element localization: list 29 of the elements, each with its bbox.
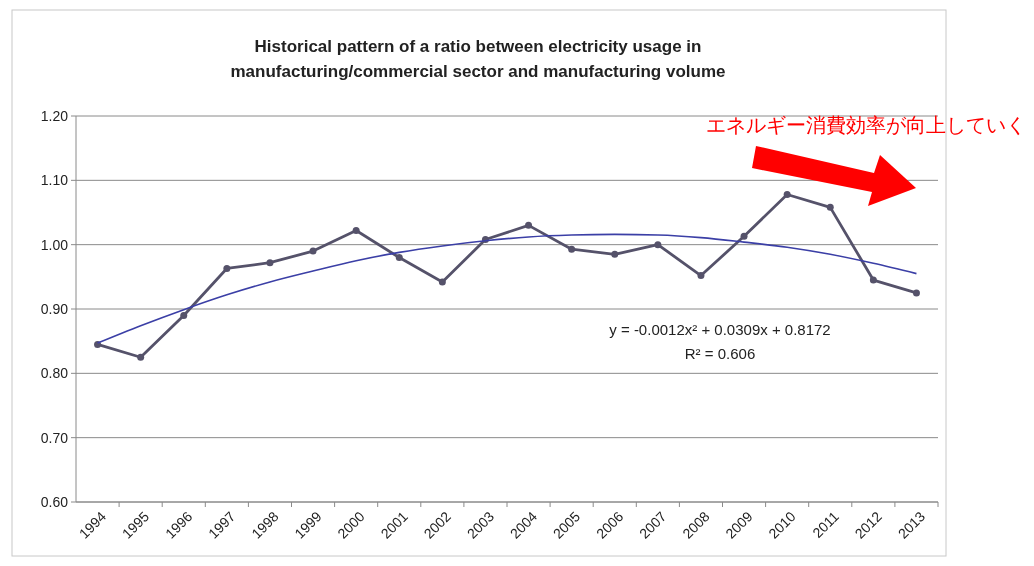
point bbox=[740, 232, 748, 240]
point bbox=[654, 241, 662, 249]
y-tick-label: 0.90 bbox=[40, 300, 69, 317]
point bbox=[352, 227, 360, 235]
point bbox=[568, 245, 576, 253]
point bbox=[912, 289, 920, 297]
point bbox=[611, 250, 619, 258]
point bbox=[395, 254, 403, 262]
y-tick-label: 0.70 bbox=[40, 429, 69, 446]
point bbox=[137, 353, 145, 361]
point bbox=[869, 276, 877, 284]
chart-title: Historical pattern of a ratio between electricity usage in manufacturing/commercial sector and manufacturing volume bbox=[230, 37, 726, 81]
point bbox=[438, 278, 446, 286]
point bbox=[697, 272, 705, 280]
point bbox=[266, 259, 274, 267]
point bbox=[826, 203, 834, 211]
point bbox=[223, 264, 231, 272]
point bbox=[309, 247, 317, 255]
y-tick-label: 1.20 bbox=[40, 107, 69, 124]
y-tick-label: 1.10 bbox=[40, 172, 69, 189]
annotation: R² = 0.606 bbox=[684, 345, 756, 362]
point bbox=[180, 311, 188, 319]
annotation: y = -0.0012x² + 0.0309x + 0.8172 bbox=[609, 321, 831, 338]
y-tick-label: 1.00 bbox=[40, 236, 69, 253]
point bbox=[525, 221, 533, 229]
y-tick-label: 0.60 bbox=[40, 493, 69, 510]
point bbox=[783, 190, 791, 198]
annotation: エネルギー消費効率が向上していく bbox=[706, 114, 1026, 136]
y-tick-label: 0.80 bbox=[40, 365, 69, 382]
